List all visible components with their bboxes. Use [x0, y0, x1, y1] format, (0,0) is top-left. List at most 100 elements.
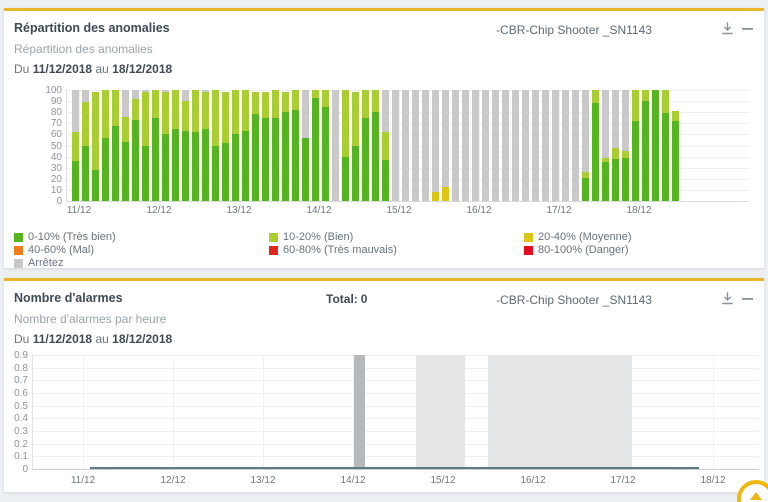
bar-segment [142, 92, 149, 146]
legend-swatch [14, 258, 23, 268]
bar-segment [222, 143, 229, 201]
panel-title: Répartition des anomalies [14, 21, 170, 35]
bar-segment [612, 147, 619, 159]
v-gridline [639, 90, 640, 201]
downtime-region [353, 355, 365, 469]
v-gridline [713, 355, 714, 469]
x-axis-tick: 16/12 [466, 205, 492, 216]
h-gridline [32, 418, 759, 420]
bar-segment [592, 90, 599, 104]
anomalies-panel: Répartition des anomalies -CBR-Chip Shoo… [4, 8, 764, 269]
legend-swatch [269, 232, 278, 242]
stacked-bar [292, 83, 299, 201]
stacked-bar [132, 83, 139, 201]
stacked-bar [532, 83, 539, 201]
bar-segment [432, 90, 439, 193]
bar-segment [192, 132, 199, 201]
stacked-bar [582, 83, 589, 201]
legend-label: 0-10% (Très bien) [28, 231, 116, 243]
stacked-bar [372, 83, 379, 201]
bar-segment [132, 98, 139, 120]
chevron-up-icon [750, 492, 762, 500]
stacked-bar [82, 83, 89, 201]
bar-segment [272, 90, 279, 118]
export-button[interactable] [718, 20, 736, 36]
total-alarms: Total: 0 [326, 292, 367, 306]
bar-segment [212, 90, 219, 146]
bar-segment [352, 92, 359, 146]
bar-segment [302, 90, 309, 138]
bar-segment [672, 121, 679, 201]
scroll-top-button[interactable] [737, 480, 768, 502]
stacked-bar [652, 83, 659, 201]
bar-segment [282, 112, 289, 201]
export-button[interactable] [718, 290, 736, 306]
bar-segment [482, 90, 489, 201]
bar-segment [102, 137, 109, 201]
stacked-bar [262, 83, 269, 201]
stacked-bar [192, 83, 199, 201]
v-gridline [319, 90, 320, 201]
bar-segment [152, 117, 159, 201]
bar-segment [312, 90, 319, 98]
bar-segment [342, 90, 349, 157]
stacked-bar [342, 83, 349, 201]
bar-segment [172, 128, 179, 201]
h-gridline [32, 355, 759, 356]
y-axis-tick: 0.4 [14, 413, 28, 425]
bar-segment [162, 92, 169, 135]
total-label: Total: [326, 292, 358, 306]
v-gridline [353, 355, 354, 469]
stacked-bar [642, 83, 649, 201]
stacked-bar [182, 83, 189, 201]
stacked-bar [312, 83, 319, 201]
bar-segment [402, 90, 409, 201]
legend-label: 80-100% (Danger) [538, 244, 629, 256]
bar-segment [462, 90, 469, 201]
bar-segment [282, 92, 289, 113]
h-gridline [66, 201, 749, 202]
stacked-bar [482, 83, 489, 201]
y-axis-tick: 0.2 [14, 438, 28, 450]
bar-segment [82, 90, 89, 103]
h-gridline [32, 443, 759, 445]
device-name: -CBR-Chip Shooter _SN1143 [496, 293, 652, 307]
stacked-bar [612, 83, 619, 201]
v-gridline [173, 355, 174, 469]
bar-segment [542, 90, 549, 201]
bar-segment [662, 90, 669, 114]
legend-label: 20-40% (Moyenne) [538, 231, 632, 243]
stacked-bar [592, 83, 599, 201]
bar-segment [312, 97, 319, 201]
collapse-button[interactable] [738, 290, 756, 306]
y-axis-tick: 0.5 [14, 400, 28, 412]
stacked-bar [272, 83, 279, 201]
legend-item[interactable]: 10-20% (Bien) [269, 231, 353, 243]
legend-item[interactable]: 80-100% (Danger) [524, 244, 629, 256]
bar-segment [182, 101, 189, 132]
stacked-bar [432, 83, 439, 201]
bar-segment [162, 134, 169, 201]
y-axis-tick: 0 [22, 464, 28, 475]
legend-item[interactable]: 40-60% (Mal) [14, 244, 94, 256]
date-prefix: Du [14, 62, 30, 76]
bar-segment [512, 90, 519, 201]
bar-segment [132, 90, 139, 99]
legend-item[interactable]: Arrêtez [14, 257, 63, 269]
collapse-button[interactable] [738, 20, 756, 36]
legend-item[interactable]: 20-40% (Moyenne) [524, 231, 632, 243]
bar-segment [372, 90, 379, 113]
legend-item[interactable]: 0-10% (Très bien) [14, 231, 116, 243]
y-axis-tick: 0.8 [14, 362, 28, 374]
legend-swatch [524, 232, 533, 242]
stacked-bar [212, 83, 219, 201]
y-axis-tick: 30 [50, 162, 62, 174]
bar-segment [582, 172, 589, 178]
stacked-bar [122, 83, 129, 201]
bar-segment [212, 145, 219, 201]
legend-label: 60-80% (Très mauvais) [283, 244, 397, 256]
legend-item[interactable]: 60-80% (Très mauvais) [269, 244, 397, 256]
y-axis-tick: 20 [50, 173, 62, 185]
bar-segment [622, 151, 629, 158]
stacked-bar [452, 83, 459, 201]
